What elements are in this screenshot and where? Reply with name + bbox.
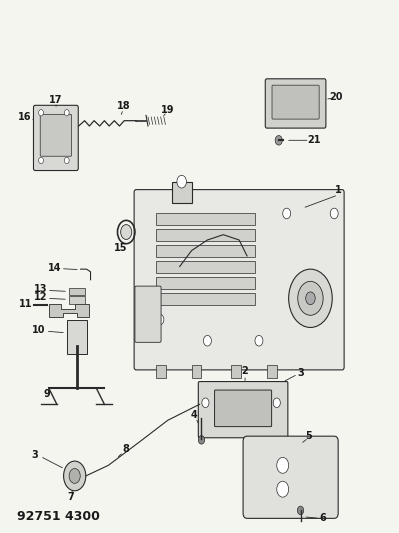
Text: 20: 20: [330, 92, 343, 102]
Circle shape: [64, 157, 69, 164]
Circle shape: [177, 175, 186, 188]
Polygon shape: [49, 304, 89, 317]
Text: 1: 1: [335, 184, 342, 195]
Text: 9: 9: [43, 389, 50, 399]
Circle shape: [69, 469, 80, 483]
Text: 14: 14: [48, 263, 61, 273]
Circle shape: [39, 110, 43, 116]
Bar: [67, 319, 87, 354]
Circle shape: [297, 506, 304, 515]
Text: 12: 12: [34, 292, 48, 302]
Text: 11: 11: [19, 298, 33, 309]
FancyBboxPatch shape: [215, 390, 272, 426]
Text: 3: 3: [32, 450, 38, 460]
Circle shape: [203, 335, 211, 346]
Bar: [231, 365, 241, 378]
Circle shape: [330, 208, 338, 219]
Text: 17: 17: [49, 95, 63, 105]
Bar: [156, 245, 255, 257]
Text: 5: 5: [305, 431, 312, 441]
Circle shape: [255, 335, 263, 346]
Circle shape: [288, 269, 332, 327]
FancyBboxPatch shape: [134, 190, 344, 370]
Text: 16: 16: [18, 112, 32, 122]
Text: 4: 4: [190, 410, 197, 420]
Circle shape: [277, 457, 288, 473]
Text: 6: 6: [319, 513, 326, 523]
FancyBboxPatch shape: [135, 286, 161, 342]
FancyBboxPatch shape: [265, 79, 326, 128]
Text: 19: 19: [161, 105, 174, 115]
Text: 21: 21: [308, 135, 321, 146]
Bar: [69, 296, 85, 304]
Bar: [156, 365, 166, 378]
Circle shape: [283, 208, 290, 219]
Text: 13: 13: [34, 284, 48, 294]
Text: 15: 15: [113, 243, 127, 253]
Circle shape: [120, 224, 132, 239]
FancyBboxPatch shape: [198, 382, 288, 438]
FancyBboxPatch shape: [34, 106, 78, 171]
Text: 10: 10: [32, 325, 46, 335]
Bar: [156, 214, 255, 225]
Text: 8: 8: [123, 445, 130, 455]
Circle shape: [298, 281, 323, 316]
Circle shape: [306, 292, 315, 305]
Bar: [156, 277, 255, 289]
Bar: [192, 365, 201, 378]
Circle shape: [39, 157, 43, 164]
Circle shape: [156, 314, 164, 325]
Bar: [267, 365, 277, 378]
Circle shape: [202, 398, 209, 408]
Text: 18: 18: [117, 101, 131, 111]
Text: 3: 3: [297, 368, 304, 377]
Bar: [156, 261, 255, 273]
Text: 92751 4300: 92751 4300: [17, 511, 100, 523]
Circle shape: [63, 461, 86, 491]
Text: 7: 7: [67, 492, 74, 502]
Circle shape: [64, 110, 69, 116]
Bar: [172, 182, 192, 203]
Circle shape: [273, 398, 280, 408]
Circle shape: [198, 435, 205, 444]
FancyBboxPatch shape: [272, 85, 319, 119]
Circle shape: [275, 135, 282, 145]
FancyBboxPatch shape: [243, 436, 338, 519]
Bar: [156, 293, 255, 305]
FancyBboxPatch shape: [40, 114, 71, 156]
Bar: [156, 229, 255, 241]
Text: 2: 2: [242, 367, 249, 376]
Circle shape: [277, 481, 288, 497]
Bar: [69, 288, 85, 295]
